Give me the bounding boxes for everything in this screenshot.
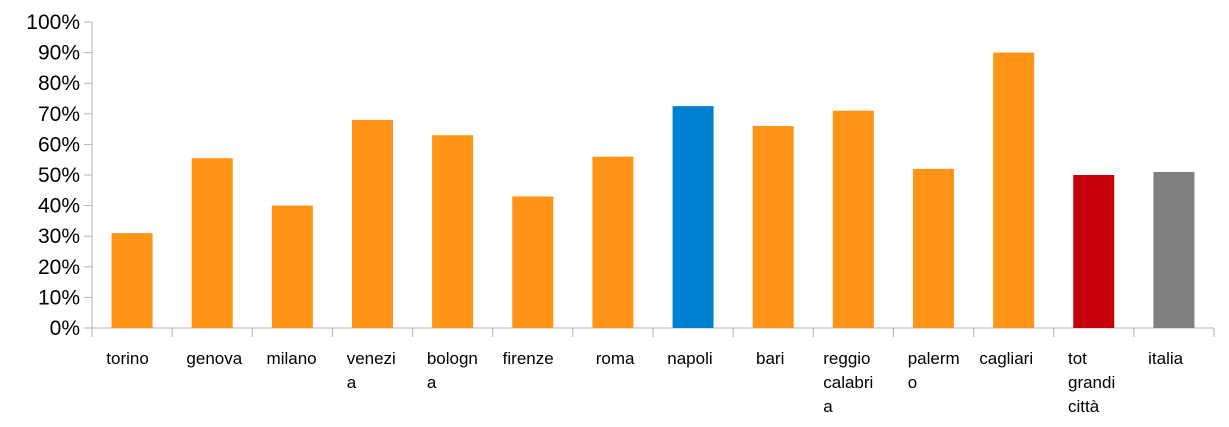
bar	[592, 156, 634, 328]
x-tick-label: venezi a	[347, 349, 396, 392]
x-tick-label: bari	[756, 349, 784, 368]
x-tick-label: firenze	[503, 349, 554, 368]
bars-group	[111, 52, 1195, 329]
x-tick-label: palerm o	[908, 349, 960, 392]
category-labels: torino genova milano venezi a bologn a firenze r…	[106, 349, 1183, 416]
x-tick-label: reggio calabri a	[823, 349, 873, 416]
x-tick-label: torino	[106, 349, 149, 368]
y-tick-label: 50%	[38, 164, 80, 187]
x-tick-label: tot grandi città	[1068, 349, 1115, 416]
x-tick-label: cagliari	[979, 349, 1033, 368]
bar	[913, 168, 954, 328]
y-tick-label: 100%	[26, 11, 80, 34]
y-tick-label: 40%	[38, 195, 80, 218]
x-tick-label: italia	[1148, 349, 1184, 368]
y-tick-label: 60%	[38, 133, 80, 156]
bar	[432, 135, 474, 328]
bar	[111, 233, 153, 328]
y-tick-label: 90%	[38, 42, 80, 65]
bar	[832, 110, 874, 329]
y-tick-label: 10%	[38, 286, 80, 309]
y-tick-label: 70%	[38, 103, 80, 126]
bar	[1073, 175, 1115, 328]
x-tick-label: genova	[186, 349, 242, 368]
x-tick-label: milano	[267, 349, 317, 368]
bar	[191, 158, 233, 328]
bar	[271, 205, 313, 328]
x-tick-label: bologn a	[427, 349, 478, 392]
x-tick-label: roma	[596, 349, 635, 368]
x-tick-label: napoli	[667, 349, 712, 368]
bar	[352, 119, 393, 328]
bar	[672, 106, 714, 329]
y-axis: 0% 10% 20% 30% 40% 50% 60% 70% 80% 90% 100%	[26, 11, 93, 340]
y-tick-label: 30%	[38, 225, 80, 248]
bar	[512, 196, 554, 328]
bar	[993, 52, 1035, 328]
y-tick-label: 0%	[50, 317, 80, 340]
bar	[752, 126, 794, 328]
x-axis	[91, 327, 1215, 337]
y-tick-label: 80%	[38, 72, 80, 95]
bar	[1153, 171, 1195, 328]
y-tick-label: 20%	[38, 256, 80, 279]
